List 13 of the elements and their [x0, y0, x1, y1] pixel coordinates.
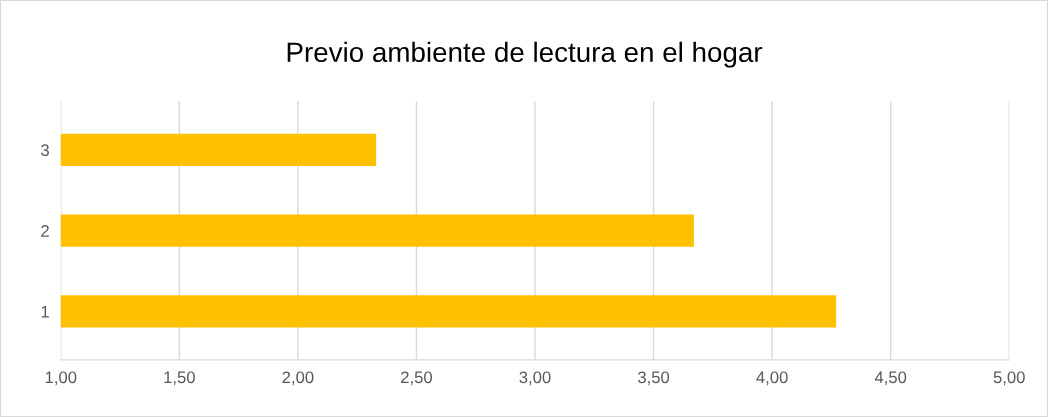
- chart-title: Previo ambiente de lectura en el hogar: [287, 41, 763, 68]
- y-tick-label: 3: [41, 144, 49, 157]
- x-tick-label: 4,00: [756, 371, 788, 386]
- x-tick-label: 3,00: [519, 371, 551, 386]
- y-tick-label: 2: [41, 225, 49, 237]
- x-tick-label: 1,00: [45, 371, 77, 386]
- x-tick-label: 2,00: [282, 371, 314, 386]
- x-tick-label: 5,00: [993, 371, 1025, 386]
- x-tick-label: 2,50: [401, 371, 433, 386]
- x-tick-label: 4,50: [874, 371, 907, 386]
- x-tick-label: 3,50: [637, 371, 670, 386]
- x-tick-label: 1,50: [164, 371, 195, 386]
- y-tick-label: 1: [41, 305, 49, 318]
